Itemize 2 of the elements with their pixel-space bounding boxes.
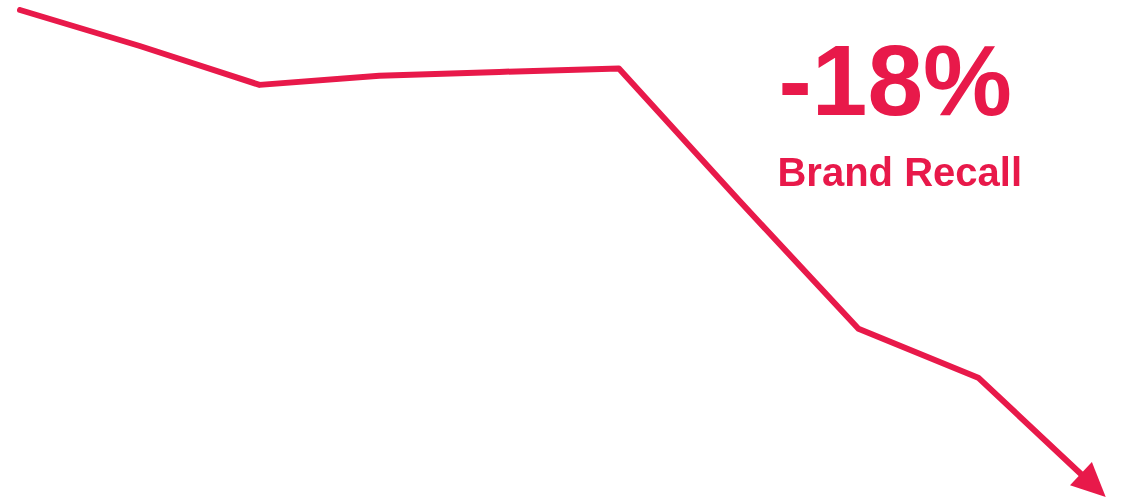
annotation: Brand Recall — [777, 150, 1022, 194]
annotation: -18% — [778, 24, 1013, 136]
